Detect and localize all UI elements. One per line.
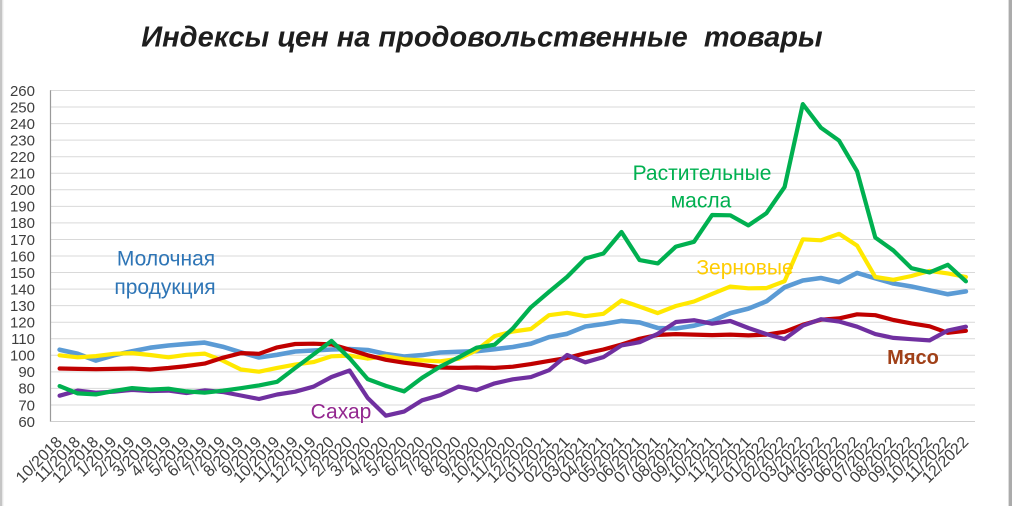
svg-text:масла: масла [671,190,732,213]
svg-text:190: 190 [10,199,35,216]
svg-text:230: 230 [10,132,35,149]
svg-text:Зерновые: Зерновые [696,257,793,280]
svg-text:200: 200 [10,182,35,199]
svg-text:70: 70 [18,397,35,414]
svg-text:продукция: продукция [114,276,215,299]
svg-text:Индексы цен на продовольственн: Индексы цен на продовольственные товары [141,22,823,54]
svg-text:90: 90 [18,364,35,381]
svg-text:150: 150 [10,265,35,282]
svg-text:130: 130 [10,298,35,315]
svg-text:250: 250 [10,99,35,116]
svg-text:100: 100 [10,348,35,365]
svg-text:60: 60 [18,414,35,431]
svg-text:120: 120 [10,315,35,332]
svg-text:Сахар: Сахар [311,401,372,424]
svg-text:Растительные: Растительные [633,162,772,185]
svg-text:Молочная: Молочная [117,248,215,271]
svg-text:260: 260 [10,83,35,100]
svg-text:180: 180 [10,215,35,232]
svg-text:140: 140 [10,281,35,298]
svg-text:160: 160 [10,248,35,265]
svg-text:220: 220 [10,149,35,166]
svg-text:240: 240 [10,116,35,133]
svg-text:Мясо: Мясо [887,347,939,369]
svg-text:80: 80 [18,381,35,398]
svg-text:110: 110 [11,331,35,348]
svg-text:170: 170 [10,232,35,249]
svg-text:210: 210 [10,166,35,183]
